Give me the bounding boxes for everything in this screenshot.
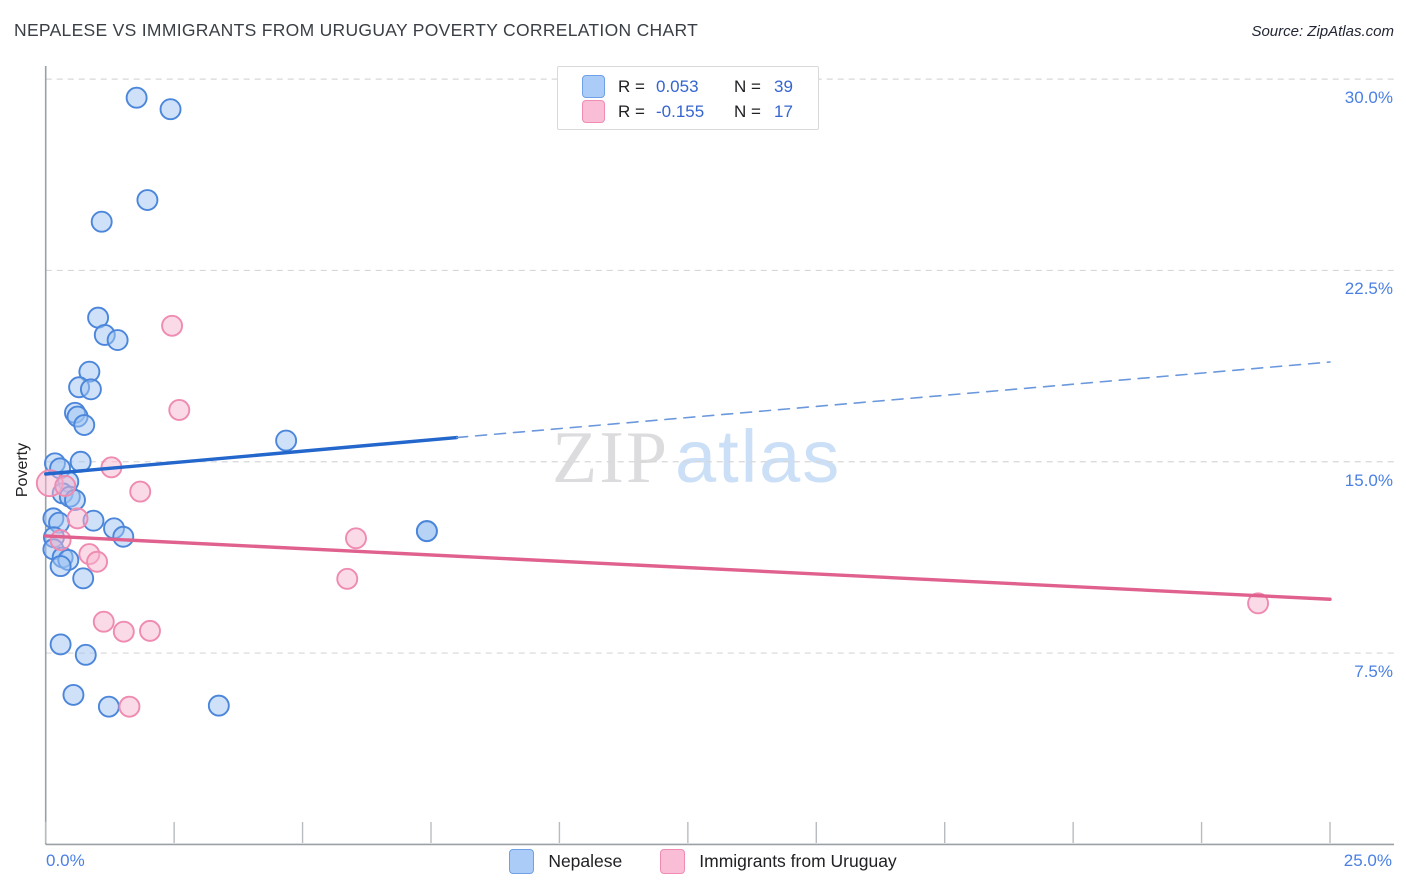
uruguay-trend-line — [44, 534, 1332, 601]
data-point-nepalese[interactable] — [62, 683, 85, 706]
data-point-nepalese[interactable] — [49, 555, 72, 578]
r-value: -0.155 — [656, 101, 705, 121]
legend-row-uruguay: R = -0.155 N = 17 — [582, 99, 818, 124]
uruguay-swatch-icon — [582, 100, 605, 123]
legend-item-label: Immigrants from Uruguay — [699, 851, 897, 871]
n-label: N = — [734, 76, 761, 96]
data-point-nepalese[interactable] — [207, 694, 230, 717]
data-point-nepalese[interactable] — [415, 520, 438, 543]
source-label: Source: ZipAtlas.com — [1251, 23, 1394, 40]
data-point-nepalese[interactable] — [106, 329, 129, 352]
data-point-nepalese[interactable] — [73, 414, 96, 436]
legend-row-nepalese: R = 0.053 N = 39 — [582, 74, 818, 99]
data-point-nepalese[interactable] — [125, 86, 148, 109]
data-point-nepalese[interactable] — [90, 210, 113, 233]
data-point-uruguay[interactable] — [129, 480, 152, 503]
y-tick-label: 7.5% — [1354, 662, 1393, 682]
nepalese-trend-line — [455, 361, 1331, 439]
watermark: ZIPatlas — [552, 420, 841, 496]
data-point-uruguay[interactable] — [92, 610, 115, 633]
nepalese-trend-line — [44, 435, 459, 476]
watermark-atlas: atlas — [675, 415, 842, 498]
legend-item-uruguay[interactable]: Immigrants from Uruguay — [660, 849, 897, 874]
r-value: 0.053 — [656, 76, 699, 96]
data-point-uruguay[interactable] — [54, 475, 77, 497]
data-point-nepalese[interactable] — [136, 189, 159, 211]
data-point-nepalese[interactable] — [72, 567, 95, 590]
data-point-nepalese[interactable] — [49, 633, 72, 656]
series-legend: Nepalese Immigrants from Uruguay — [0, 849, 1406, 874]
data-point-nepalese[interactable] — [159, 98, 182, 121]
legend-item-nepalese[interactable]: Nepalese — [509, 849, 622, 874]
r-label: R = — [618, 76, 645, 96]
data-point-uruguay[interactable] — [86, 550, 109, 573]
data-point-uruguay[interactable] — [139, 619, 161, 642]
correlation-legend: R = 0.053 N = 39 R = -0.155 N = 17 — [557, 66, 819, 130]
uruguay-swatch-icon — [660, 849, 686, 874]
n-value: 39 — [774, 76, 793, 96]
n-label: N = — [734, 101, 761, 121]
data-point-uruguay[interactable] — [118, 695, 141, 718]
y-tick-label: 22.5% — [1344, 279, 1393, 299]
watermark-zip: ZIP — [552, 417, 669, 499]
data-point-uruguay[interactable] — [168, 399, 191, 421]
y-tick-label: 30.0% — [1344, 88, 1393, 108]
x-tick-label-max: 25.0% — [1343, 851, 1392, 870]
data-point-nepalese[interactable] — [79, 378, 102, 401]
data-point-uruguay[interactable] — [66, 507, 89, 530]
data-point-uruguay[interactable] — [345, 527, 367, 550]
data-point-uruguay[interactable] — [112, 620, 135, 643]
data-point-uruguay[interactable] — [1247, 592, 1270, 615]
page-title: NEPALESE VS IMMIGRANTS FROM URUGUAY POVE… — [14, 20, 699, 40]
y-axis-title: Poverty — [14, 442, 31, 498]
data-point-nepalese[interactable] — [97, 695, 120, 718]
legend-item-label: Nepalese — [548, 851, 623, 871]
data-point-nepalese[interactable] — [275, 429, 298, 452]
n-value: 17 — [774, 101, 793, 121]
data-point-uruguay[interactable] — [161, 314, 184, 337]
data-point-uruguay[interactable] — [336, 567, 359, 590]
nepalese-swatch-icon — [509, 849, 535, 874]
data-point-nepalese[interactable] — [112, 525, 135, 548]
y-tick-label: 15.0% — [1344, 470, 1393, 490]
data-point-nepalese[interactable] — [74, 643, 97, 666]
nepalese-swatch-icon — [582, 75, 605, 98]
r-label: R = — [618, 101, 645, 121]
x-tick-label-min: 0.0% — [46, 851, 85, 870]
data-point-uruguay[interactable] — [49, 529, 72, 552]
